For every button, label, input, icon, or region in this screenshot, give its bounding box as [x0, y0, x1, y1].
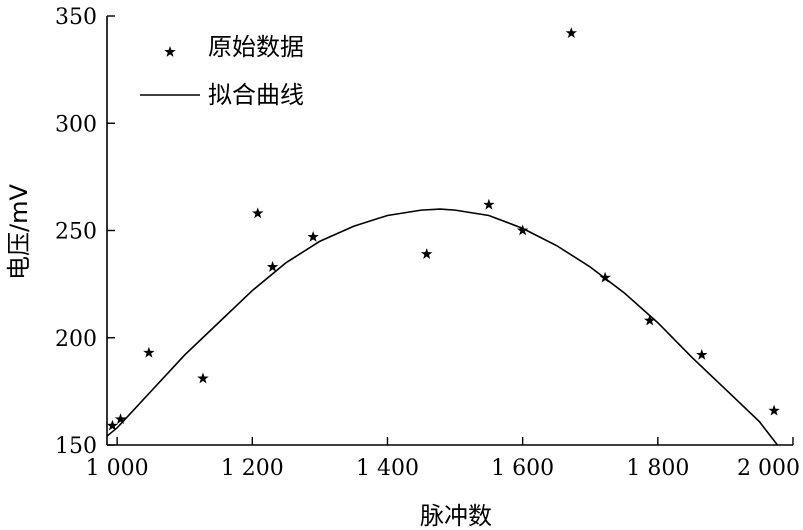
- data-point-star: [266, 260, 279, 272]
- x-tick-label: 2 000: [737, 456, 800, 481]
- data-point-star: [516, 224, 529, 236]
- legend: 原始数据 拟合曲线: [140, 33, 304, 109]
- y-axis-title: 电压/mV: [5, 183, 33, 279]
- y-tick-label: 150: [55, 434, 97, 459]
- axes: 150 200 250 300 350 1 000 1 200 1 400 1 600 1 800…: [55, 5, 800, 481]
- data-point-star: [114, 413, 127, 425]
- y-tick-label: 250: [55, 220, 97, 245]
- legend-star-marker: [164, 46, 176, 57]
- y-tick-label: 300: [55, 112, 97, 137]
- data-point-star: [252, 207, 264, 219]
- data-point-star: [768, 404, 780, 416]
- x-axis-title: 脉冲数: [420, 502, 492, 530]
- data-point-star: [307, 230, 319, 242]
- x-tick-label: 1 200: [221, 456, 284, 481]
- x-tick-label: 1 400: [356, 456, 419, 481]
- data-point-star: [197, 372, 209, 384]
- fit-curve-line: [107, 208, 779, 445]
- data-point-star: [696, 348, 708, 360]
- x-tick-label: 1 800: [626, 456, 689, 481]
- data-point-star: [106, 419, 119, 431]
- x-tick-label: 1 000: [86, 456, 149, 481]
- data-point-star: [599, 271, 611, 283]
- data-point-star: [483, 198, 495, 210]
- legend-label-fit-curve: 拟合曲线: [208, 81, 304, 109]
- y-tick-label: 200: [55, 327, 97, 352]
- data-point-star: [644, 314, 656, 326]
- plot-area: [106, 27, 780, 445]
- x-tick-label: 1 600: [491, 456, 554, 481]
- legend-label-raw-data: 原始数据: [208, 33, 304, 61]
- data-point-star: [565, 27, 578, 39]
- data-point-star: [143, 346, 155, 358]
- y-tick-label: 350: [55, 5, 97, 30]
- data-point-star: [420, 248, 433, 259]
